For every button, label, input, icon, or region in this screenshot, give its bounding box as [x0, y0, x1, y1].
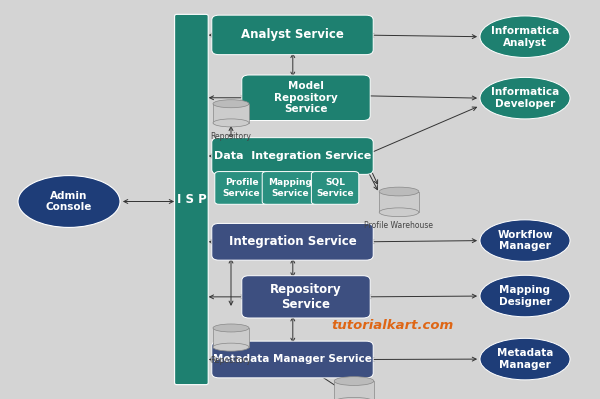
FancyBboxPatch shape	[212, 138, 373, 174]
Bar	[379, 192, 419, 212]
Text: Mapping
Service: Mapping Service	[268, 178, 312, 198]
FancyBboxPatch shape	[212, 15, 373, 55]
FancyBboxPatch shape	[212, 341, 373, 378]
Text: Data  Integration Service: Data Integration Service	[214, 151, 371, 161]
Text: Repository
Service: Repository Service	[270, 283, 342, 311]
FancyBboxPatch shape	[311, 172, 359, 204]
Ellipse shape	[213, 324, 249, 332]
FancyBboxPatch shape	[215, 172, 268, 204]
Text: Metadata
Manager: Metadata Manager	[497, 348, 553, 370]
FancyBboxPatch shape	[175, 14, 208, 385]
Text: Analyst Service: Analyst Service	[241, 28, 344, 41]
FancyBboxPatch shape	[242, 276, 370, 318]
Bar	[334, 381, 374, 399]
Ellipse shape	[480, 16, 570, 57]
Ellipse shape	[18, 176, 120, 227]
FancyBboxPatch shape	[212, 223, 373, 260]
Ellipse shape	[480, 275, 570, 317]
Ellipse shape	[334, 377, 374, 385]
Text: I S P: I S P	[176, 193, 206, 206]
Ellipse shape	[213, 100, 249, 108]
Text: Model
Repository
Service: Model Repository Service	[274, 81, 338, 115]
Ellipse shape	[213, 343, 249, 351]
Ellipse shape	[480, 220, 570, 261]
Text: Repository: Repository	[211, 132, 251, 141]
Text: Informatica
Developer: Informatica Developer	[491, 87, 559, 109]
Ellipse shape	[213, 119, 249, 127]
Ellipse shape	[379, 208, 419, 217]
Text: Mapping
Designer: Mapping Designer	[499, 285, 551, 307]
Ellipse shape	[334, 397, 374, 399]
Ellipse shape	[379, 187, 419, 196]
Text: Repository: Repository	[211, 356, 251, 365]
Text: Profile Warehouse: Profile Warehouse	[365, 221, 433, 230]
Ellipse shape	[480, 77, 570, 119]
Bar	[213, 328, 249, 347]
Text: Integration Service: Integration Service	[229, 235, 356, 248]
Text: Admin
Console: Admin Console	[46, 191, 92, 212]
Text: tutorialkart.com: tutorialkart.com	[332, 319, 454, 332]
Text: Workflow
Manager: Workflow Manager	[497, 230, 553, 251]
Bar	[213, 104, 249, 123]
Text: Informatica
Analyst: Informatica Analyst	[491, 26, 559, 47]
Text: Metadata Manager Service: Metadata Manager Service	[213, 354, 372, 365]
Ellipse shape	[480, 338, 570, 380]
Text: SQL
Service: SQL Service	[316, 178, 354, 198]
FancyBboxPatch shape	[242, 75, 370, 120]
Text: Profile
Service: Profile Service	[223, 178, 260, 198]
FancyBboxPatch shape	[262, 172, 317, 204]
